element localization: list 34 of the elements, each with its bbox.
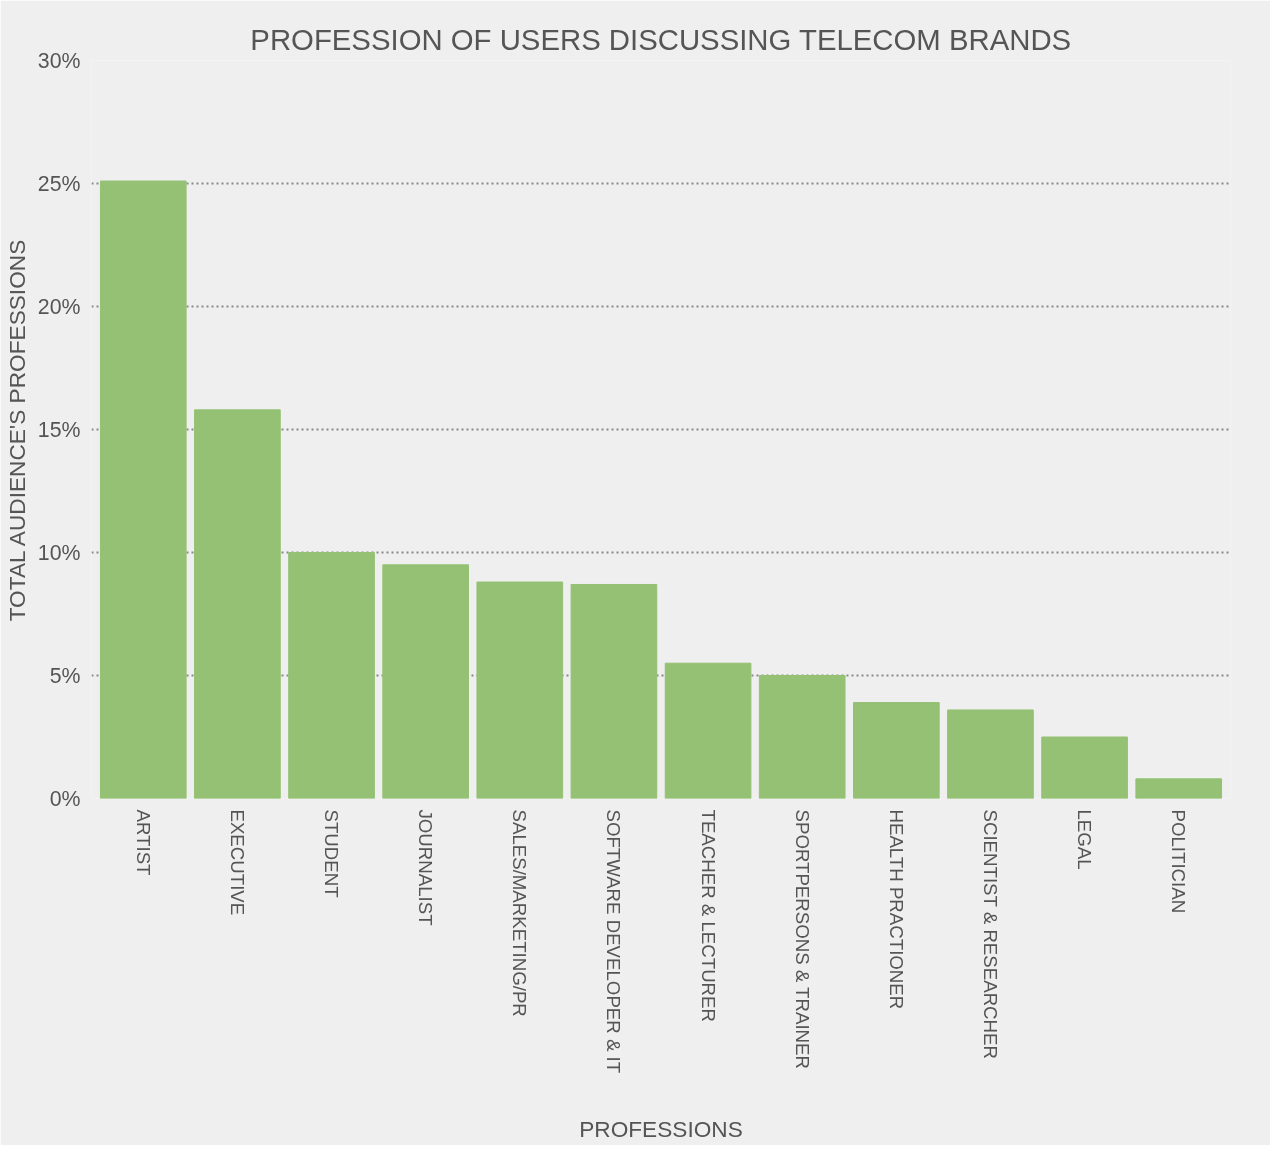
x-tick-label: SPORTPERSONS & TRAINER [791, 809, 813, 1070]
bar [476, 581, 564, 799]
y-tick-label: 25% [37, 171, 81, 196]
chart-title: PROFESSION OF USERS DISCUSSING TELECOM BRANDS [250, 22, 1072, 56]
bar [382, 564, 469, 799]
bar [664, 662, 752, 799]
bar [570, 583, 658, 799]
bar [853, 702, 940, 799]
y-tick-label: 5% [49, 663, 81, 688]
x-tick-label: LEGAL [1074, 809, 1096, 870]
x-tick-label: JOURNALIST [415, 809, 437, 926]
y-tick-label: 30% [37, 48, 81, 73]
x-tick-label: EXECUTIVE [226, 809, 248, 916]
bar [947, 709, 1034, 799]
x-axis-title: PROFESSIONS [579, 1116, 743, 1143]
y-tick-label: 10% [37, 540, 81, 565]
x-tick-label: HEALTH PRACTIONER [885, 809, 907, 1010]
y-axis-title: TOTAL AUDIENCE'S PROFESSIONS [3, 239, 30, 622]
x-tick-label: SCIENTIST & RESEARCHER [979, 809, 1001, 1059]
x-tick-label: SOFTWARE DEVELOPER & IT [603, 809, 625, 1074]
bar [288, 552, 375, 799]
x-tick-label: POLITICIAN [1168, 809, 1190, 914]
y-tick-label: 0% [49, 786, 81, 811]
bar [99, 180, 187, 799]
bar [1041, 736, 1128, 799]
x-tick-label: TEACHER & LECTURER [697, 809, 719, 1023]
bar [758, 675, 846, 799]
y-tick-label: 15% [37, 417, 81, 442]
x-tick-label: ARTIST [132, 809, 154, 876]
x-tick-label: STUDENT [321, 809, 343, 898]
y-tick-label: 20% [37, 294, 81, 319]
x-tick-label: SALES/MARKETING/PR [509, 809, 531, 1017]
bar [1135, 778, 1223, 799]
bar [194, 409, 281, 799]
